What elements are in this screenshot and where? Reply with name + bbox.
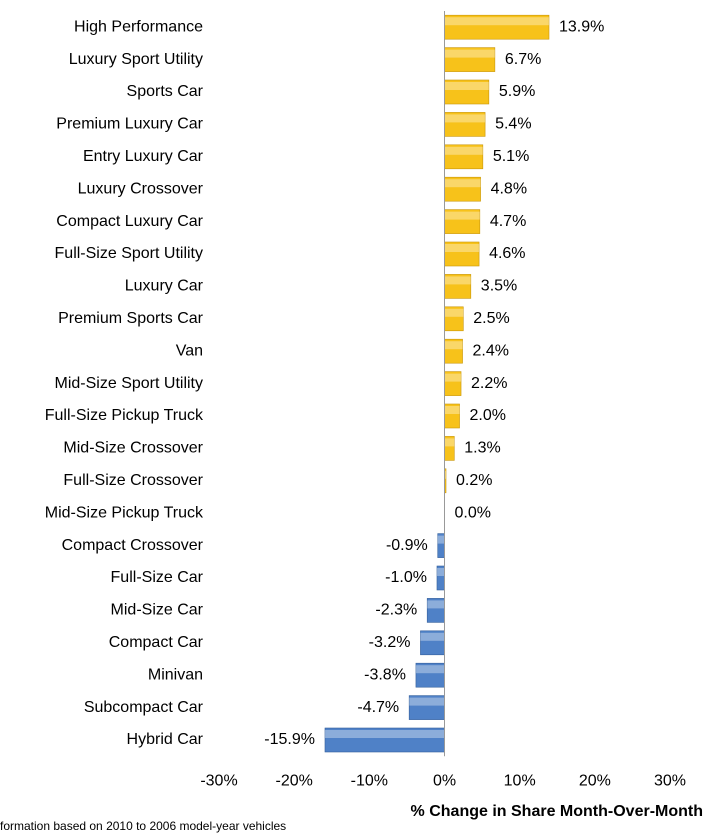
bar: [444, 79, 490, 105]
value-label: 2.5%: [473, 310, 509, 327]
value-label: 4.6%: [489, 245, 525, 262]
y-tick-label: Sports Car: [127, 83, 204, 100]
y-tick-label: Compact Car: [109, 634, 204, 651]
bar-shine: [444, 82, 489, 90]
bar-shine: [444, 341, 463, 350]
value-label: -2.3%: [375, 602, 417, 619]
y-tick-label: Premium Sports Car: [58, 310, 204, 327]
value-label: 13.9%: [559, 18, 604, 35]
bar-shine: [409, 697, 445, 706]
footnote: formation based on 2010 to 2006 model-ye…: [0, 819, 286, 833]
y-tick-label: Hybrid Car: [127, 731, 204, 748]
y-tick-label: Full-Size Pickup Truck: [45, 407, 204, 424]
x-tick-label: -20%: [275, 772, 312, 789]
y-tick-label: Full-Size Car: [111, 569, 204, 586]
bar-shine: [444, 146, 483, 155]
x-tick-label: 20%: [579, 772, 611, 789]
value-label: 4.7%: [490, 213, 526, 230]
value-label: 2.0%: [470, 407, 506, 424]
bar-shine: [415, 665, 445, 674]
value-label: -0.9%: [386, 537, 428, 554]
y-tick-label: Premium Luxury Car: [56, 116, 203, 133]
bar: [420, 630, 445, 656]
x-tick-label: 10%: [504, 772, 536, 789]
value-label: 0.2%: [456, 472, 492, 489]
bar: [444, 14, 550, 40]
y-tick-label: Entry Luxury Car: [83, 148, 204, 165]
x-tick-label: 30%: [654, 772, 686, 789]
bar-shine: [444, 179, 481, 188]
bar: [324, 727, 445, 753]
bar-shine: [444, 114, 486, 123]
value-label: -4.7%: [357, 699, 399, 716]
y-tick-label: Compact Luxury Car: [56, 213, 203, 230]
x-tick-label: 0%: [433, 772, 456, 789]
value-label: 2.4%: [473, 342, 509, 359]
y-tick-label: Full-Size Crossover: [63, 472, 203, 489]
y-tick-label: Mid-Size Car: [111, 602, 204, 619]
bar-shine: [444, 438, 455, 447]
value-label: 3.5%: [481, 278, 517, 295]
bar: [444, 112, 486, 137]
bar-shine: [444, 308, 464, 317]
y-tick-label: Mid-Size Pickup Truck: [45, 504, 204, 521]
value-label: 5.1%: [493, 148, 529, 165]
bar-shine: [324, 730, 445, 738]
y-tick-label: Luxury Car: [125, 278, 204, 295]
y-tick-label: Mid-Size Crossover: [63, 440, 203, 457]
y-tick-label: Compact Crossover: [62, 537, 204, 554]
value-label: 0.0%: [455, 504, 491, 521]
value-label: 1.3%: [464, 440, 500, 457]
value-label: 5.4%: [495, 116, 531, 133]
value-label: 2.2%: [471, 375, 507, 392]
y-tick-label: Van: [176, 342, 203, 359]
bar-shine: [444, 276, 471, 285]
value-label: 4.8%: [491, 180, 527, 197]
y-tick-label: Minivan: [148, 666, 203, 683]
y-tick-label: Luxury Sport Utility: [69, 51, 203, 68]
y-tick-label: Luxury Crossover: [78, 180, 204, 197]
bar-shine: [444, 17, 549, 26]
bar-shine: [444, 49, 495, 58]
value-label: -3.8%: [364, 666, 406, 683]
bar: [408, 695, 445, 720]
bar-shine: [427, 600, 445, 609]
value-label: -3.2%: [369, 634, 411, 651]
value-label: -15.9%: [264, 731, 315, 748]
bar: [444, 47, 496, 72]
bar: [444, 209, 481, 234]
x-tick-label: -30%: [200, 772, 237, 789]
x-tick-label: -10%: [351, 772, 388, 789]
y-tick-label: Mid-Size Sport Utility: [55, 375, 203, 392]
y-tick-label: Subcompact Car: [84, 699, 204, 716]
bar-shine: [444, 211, 480, 220]
y-tick-label: Full-Size Sport Utility: [55, 245, 203, 262]
y-tick-label: High Performance: [74, 18, 203, 35]
bar-shine: [437, 535, 445, 544]
bar-shine: [436, 568, 445, 576]
bar-shine: [444, 406, 460, 414]
bar-shine: [444, 373, 462, 382]
bar-shine: [444, 470, 447, 479]
value-label: -1.0%: [385, 569, 427, 586]
bar-shine: [444, 244, 480, 252]
x-axis-title: % Change in Share Month-Over-Month: [411, 803, 703, 820]
bar-shine: [420, 632, 445, 641]
bar: [444, 144, 484, 170]
value-label: 5.9%: [499, 83, 535, 100]
value-label: 6.7%: [505, 51, 541, 68]
